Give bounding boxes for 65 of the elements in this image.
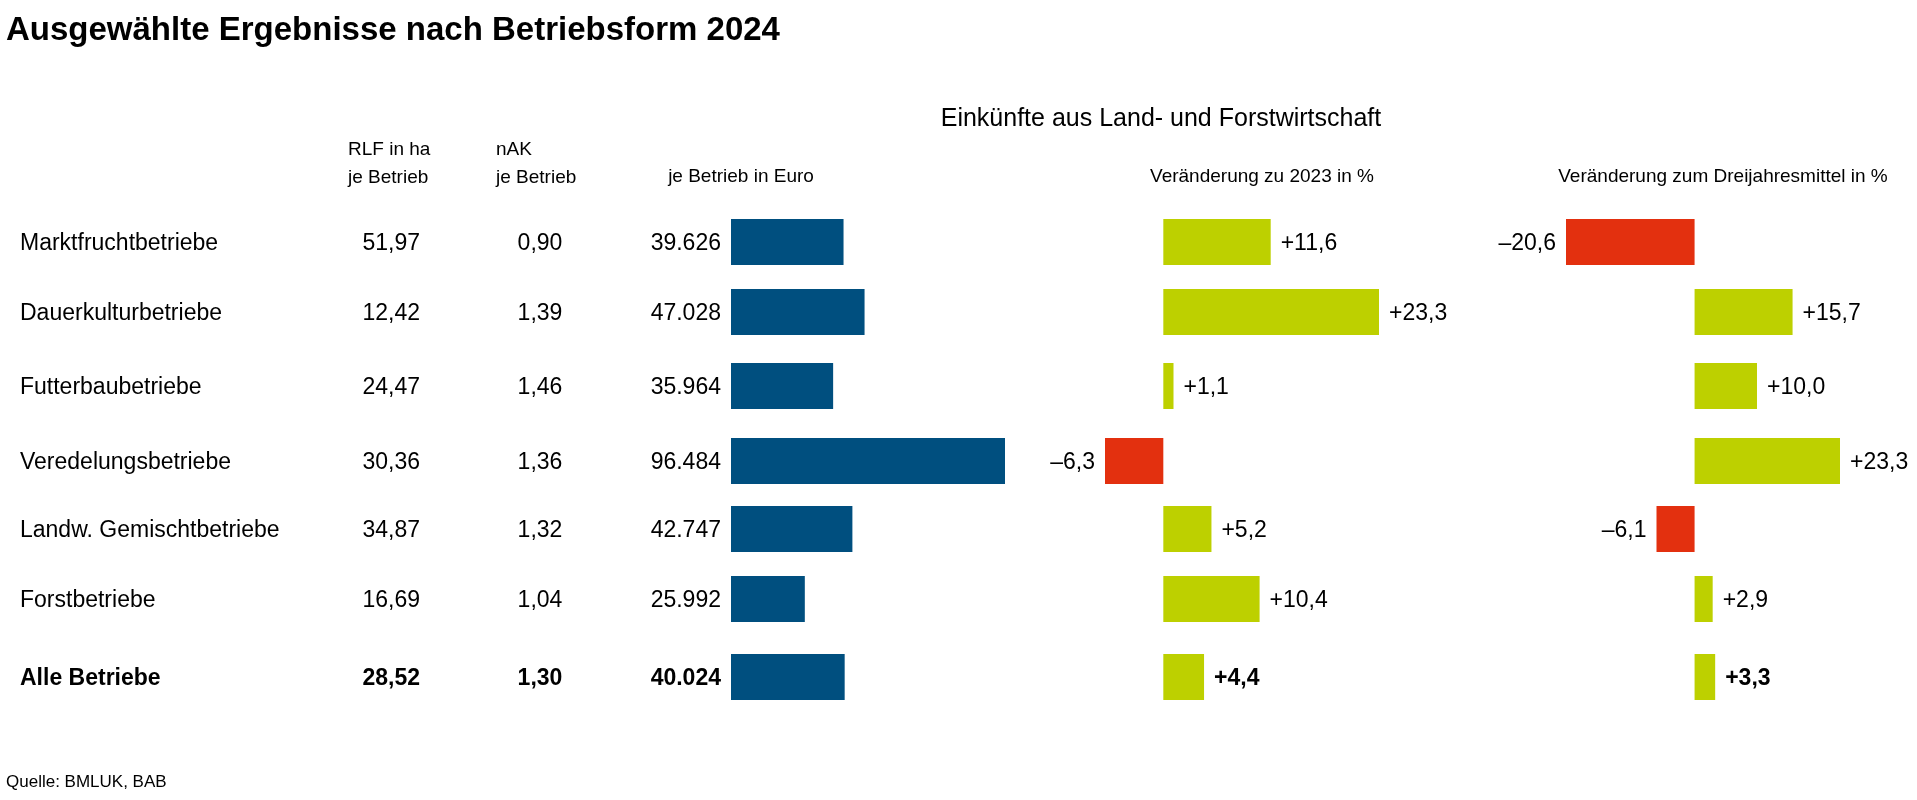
text: 34,87 [362, 516, 420, 542]
bar [1163, 576, 1260, 622]
data-label: 96.484 [650, 448, 722, 474]
text: 0,90 [517, 229, 563, 255]
y-tick-label: Forstbetriebe [20, 586, 156, 612]
bar [1656, 506, 1695, 552]
text: 1,32 [517, 516, 563, 542]
data-label: 39.626 [650, 229, 721, 255]
bar [1566, 219, 1695, 265]
data-label: 47.028 [650, 299, 721, 325]
text: 51,97 [362, 229, 420, 255]
y-tick-label: Marktfruchtbetriebe [20, 229, 219, 255]
category-label: nAK je Betrieb [495, 138, 577, 187]
chart-title: Veränderung zum Dreijahresmittel in % [1558, 165, 1888, 186]
bar [731, 363, 834, 409]
data-label: –20,6 [1498, 229, 1556, 255]
data-label: +10,4 [1269, 586, 1328, 612]
text: 30,36 [362, 448, 420, 474]
y-tick-label: Alle Betriebe [20, 664, 161, 690]
text: 16,69 [362, 586, 420, 612]
data-label: 42.747 [650, 516, 721, 542]
bar [1694, 289, 1793, 335]
data-label: +11,6 [1280, 229, 1338, 255]
data-label: +1,1 [1183, 373, 1229, 399]
data-label: 40.024 [650, 664, 722, 690]
data-label: 25.992 [650, 586, 721, 612]
bar [1163, 289, 1379, 335]
data-label: +10,0 [1766, 373, 1826, 399]
text: Einkünfte aus Land- und Forstwirtschaft [940, 103, 1382, 131]
bar [731, 506, 853, 552]
text: 1,04 [517, 586, 563, 612]
text: 12,42 [362, 299, 420, 325]
y-tick-label: Futterbaubetriebe [20, 373, 202, 399]
bar [1163, 219, 1271, 265]
data-label: –6,3 [1050, 448, 1095, 474]
category-label: RLF in ha je Betrieb [347, 138, 431, 187]
y-tick-label: Veredelungsbetriebe [20, 448, 231, 474]
chart-title: Veränderung zu 2023 in % [1150, 165, 1375, 186]
data-label: +5,2 [1221, 516, 1267, 542]
bar [731, 289, 865, 335]
text: 1,30 [517, 664, 563, 690]
bar [1163, 363, 1174, 409]
chart-title: je Betrieb in Euro [667, 165, 814, 186]
data-label: +4,4 [1214, 664, 1260, 690]
data-label: +23,3 [1389, 299, 1448, 325]
data-label: +15,7 [1802, 299, 1861, 325]
y-tick-label: Dauerkulturbetriebe [20, 299, 223, 325]
text: 1,36 [517, 448, 563, 474]
text: 1,46 [517, 373, 563, 399]
bar [1694, 576, 1713, 622]
bar [1694, 363, 1757, 409]
data-label: +23,3 [1850, 448, 1909, 474]
source-note: Quelle: BMLUK, BAB [6, 772, 167, 791]
data-label: –6,1 [1601, 516, 1647, 542]
text: 1,39 [517, 299, 563, 325]
text: 28,52 [362, 664, 420, 690]
bar [1163, 506, 1212, 552]
data-label: +3,3 [1725, 664, 1771, 690]
bar [731, 576, 805, 622]
data-label: +2,9 [1722, 586, 1769, 612]
text: 24,47 [362, 373, 420, 399]
data-label: 35.964 [650, 373, 722, 399]
text: Ausgewählte Ergebnisse nach Betriebsform 2024 [6, 10, 781, 47]
bar [731, 219, 844, 265]
y-tick-label: Landw. Gemischtbetriebe [20, 516, 280, 542]
